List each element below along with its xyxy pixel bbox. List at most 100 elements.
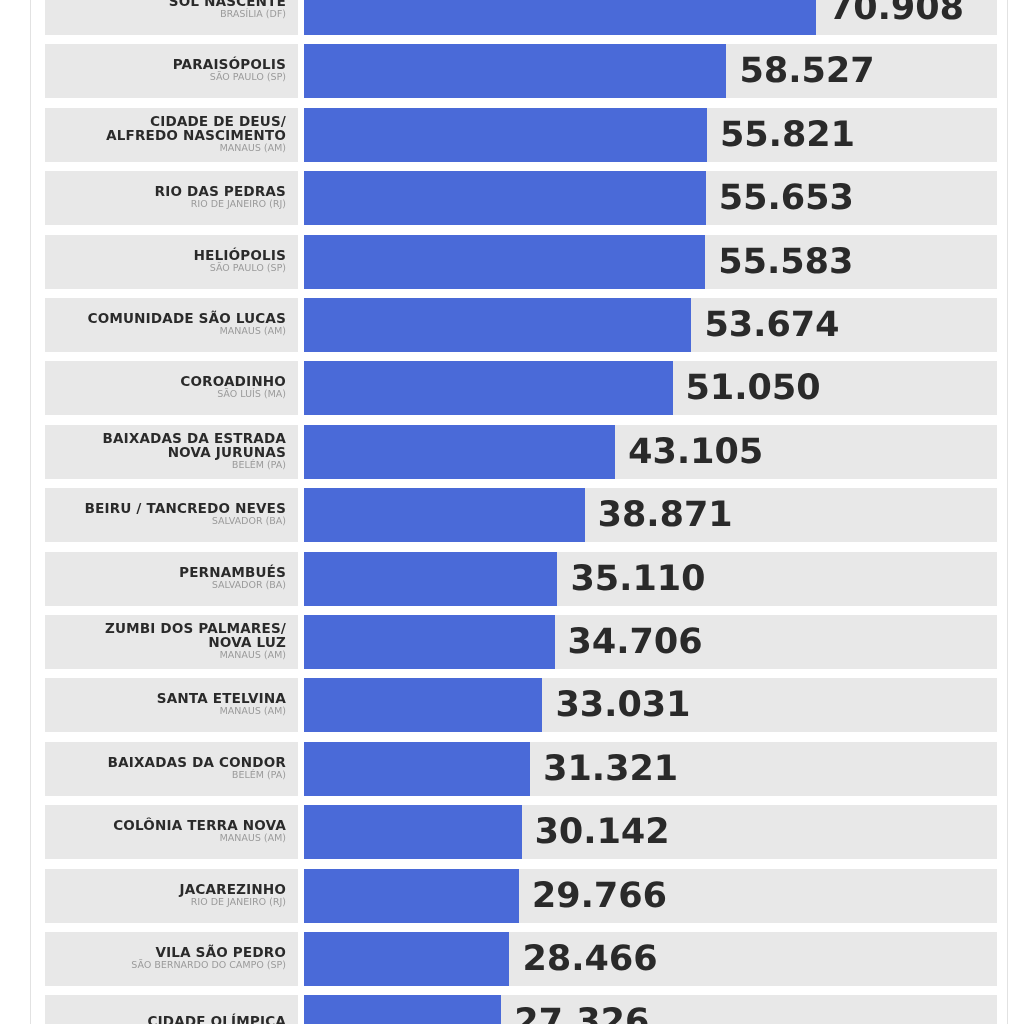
bar [304, 551, 558, 606]
city-label: SALVADOR (BA) [211, 579, 286, 591]
chart-row: BEIRU / TANCREDO NEVES SALVADOR (BA) 38.87… [45, 488, 997, 543]
category-label: COLÔNIA TERRA NOVA [113, 818, 286, 835]
data-label: 34.706 [567, 622, 703, 662]
category-label: PARAISÓPOLIS [172, 57, 286, 74]
bar [304, 44, 727, 99]
bar-track: 70.908 [304, 0, 997, 35]
bar [304, 424, 616, 479]
bar-track: 55.821 [304, 107, 997, 162]
city-label: SÃO PAULO (SP) [209, 72, 286, 84]
bar [304, 0, 816, 35]
data-label: 43.105 [628, 431, 764, 472]
bar-track: 28.466 [304, 932, 997, 986]
category-label: HELIÓPOLIS [193, 247, 286, 264]
chart-row: COROADINHO SÃO LUÍS (MA) 51.050 [45, 361, 997, 416]
data-label: 70.908 [828, 0, 964, 28]
category-label-box: CIDADE OLÍMPICA [45, 995, 298, 1024]
city-label: MANAUS (AM) [219, 833, 286, 845]
city-label: MANAUS (AM) [219, 142, 286, 154]
city-label: MANAUS (AM) [219, 650, 286, 661]
data-label: 33.031 [555, 685, 691, 726]
data-label: 55.653 [718, 178, 854, 219]
category-label: SANTA ETELVINA [156, 691, 286, 708]
bar-track: 55.653 [304, 171, 997, 226]
chart-row: PERNAMBUÉS SALVADOR (BA) 35.110 [45, 551, 997, 606]
bar-track: 33.031 [304, 678, 997, 733]
category-label-box: SANTA ETELVINA MANAUS (AM) [45, 678, 298, 733]
category-label-box: BEIRU / TANCREDO NEVES SALVADOR (BA) [45, 488, 298, 543]
bar-track: 29.766 [304, 868, 997, 923]
data-label: 38.871 [597, 495, 733, 536]
bar [304, 234, 706, 289]
bar [304, 107, 707, 162]
city-label: RIO DE JANEIRO (RJ) [190, 199, 286, 211]
category-label-box: VILA SÃO PEDRO SÃO BERNARDO DO CAMPO (SP) [45, 932, 298, 986]
category-label-box: PARAISÓPOLIS SÃO PAULO (SP) [45, 44, 298, 99]
category-label-box: COROADINHO SÃO LUÍS (MA) [45, 361, 298, 416]
city-label: BELÉM (PA) [231, 769, 286, 781]
data-label: 55.583 [718, 241, 854, 282]
city-label: BRASÍLIA (DF) [220, 9, 286, 20]
city-label: BELÉM (PA) [231, 459, 286, 471]
data-label: 29.766 [531, 875, 667, 916]
data-label: 35.110 [570, 558, 706, 599]
bar [304, 995, 502, 1024]
category-label-box: ZUMBI DOS PALMARES/ NOVA LUZ MANAUS (AM) [45, 615, 298, 669]
bar-track: 38.871 [304, 488, 997, 543]
bar-track: 53.674 [304, 298, 997, 352]
category-label-box: CIDADE DE DEUS/ ALFREDO NASCIMENTO MANAUS… [45, 107, 298, 162]
city-label: SALVADOR (BA) [211, 516, 286, 528]
bar [304, 678, 543, 733]
bar [304, 171, 706, 226]
bar-track: 34.706 [304, 615, 997, 669]
bar [304, 488, 585, 543]
chart-row: COLÔNIA TERRA NOVA MANAUS (AM) 30.142 [45, 805, 997, 860]
chart-row: CIDADE DE DEUS/ ALFREDO NASCIMENTO MANAUS… [45, 107, 997, 162]
city-label: MANAUS (AM) [219, 706, 286, 718]
chart-row: SANTA ETELVINA MANAUS (AM) 33.031 [45, 678, 997, 733]
chart-frame: SOL NASCENTE BRASÍLIA (DF) 70.908 PARAISÓPO… [30, 0, 1008, 1024]
category-label: BAIXADAS DA ESTRADA NOVA JURUNAS [102, 430, 286, 461]
bar-track: 55.583 [304, 234, 997, 289]
bar [304, 932, 510, 986]
data-label: 53.674 [704, 305, 840, 345]
chart-row: PARAISÓPOLIS SÃO PAULO (SP) 58.527 [45, 44, 997, 99]
bar [304, 868, 519, 923]
chart-row: RIO DAS PEDRAS RIO DE JANEIRO (RJ) 55.653 [45, 171, 997, 226]
chart-row: VILA SÃO PEDRO SÃO BERNARDO DO CAMPO (SP)… [45, 932, 997, 986]
bar [304, 298, 692, 352]
category-label-box: COMUNIDADE SÃO LUCAS MANAUS (AM) [45, 298, 298, 352]
category-label-box: BAIXADAS DA ESTRADA NOVA JURUNAS BELÉM (P… [45, 424, 298, 479]
chart-row: SOL NASCENTE BRASÍLIA (DF) 70.908 [45, 0, 997, 35]
bar [304, 361, 673, 416]
category-label: COROADINHO [180, 374, 286, 391]
data-label: 51.050 [685, 368, 821, 409]
bar-track: 27.326 [304, 995, 997, 1024]
city-label: RIO DE JANEIRO (RJ) [190, 896, 286, 908]
city-label: SÃO LUÍS (MA) [217, 389, 286, 401]
city-label: MANAUS (AM) [219, 326, 286, 337]
chart-row: HELIÓPOLIS SÃO PAULO (SP) 55.583 [45, 234, 997, 289]
chart-row: JACAREZINHO RIO DE JANEIRO (RJ) 29.766 [45, 868, 997, 923]
category-label: BEIRU / TANCREDO NEVES [84, 501, 286, 518]
bar [304, 615, 555, 669]
chart-row: ZUMBI DOS PALMARES/ NOVA LUZ MANAUS (AM) 3… [45, 615, 997, 669]
data-label: 31.321 [543, 748, 679, 789]
bar-track: 35.110 [304, 551, 997, 606]
category-label-box: COLÔNIA TERRA NOVA MANAUS (AM) [45, 805, 298, 860]
chart-row: CIDADE OLÍMPICA 27.326 [45, 995, 997, 1024]
category-label: ZUMBI DOS PALMARES/ NOVA LUZ [105, 621, 286, 651]
category-label: JACAREZINHO [179, 881, 286, 898]
category-label-box: HELIÓPOLIS SÃO PAULO (SP) [45, 234, 298, 289]
category-label-box: RIO DAS PEDRAS RIO DE JANEIRO (RJ) [45, 171, 298, 226]
category-label: VILA SÃO PEDRO [155, 945, 286, 961]
category-label: CIDADE OLÍMPICA [147, 1014, 286, 1024]
category-label-box: JACAREZINHO RIO DE JANEIRO (RJ) [45, 868, 298, 923]
city-label: SÃO PAULO (SP) [209, 262, 286, 274]
data-label: 30.142 [534, 812, 670, 853]
category-label: BAIXADAS DA CONDOR [107, 754, 286, 771]
data-label: 27.326 [514, 1002, 650, 1024]
bar-track: 43.105 [304, 424, 997, 479]
bar-track: 30.142 [304, 805, 997, 860]
category-label: SOL NASCENTE [168, 0, 286, 10]
